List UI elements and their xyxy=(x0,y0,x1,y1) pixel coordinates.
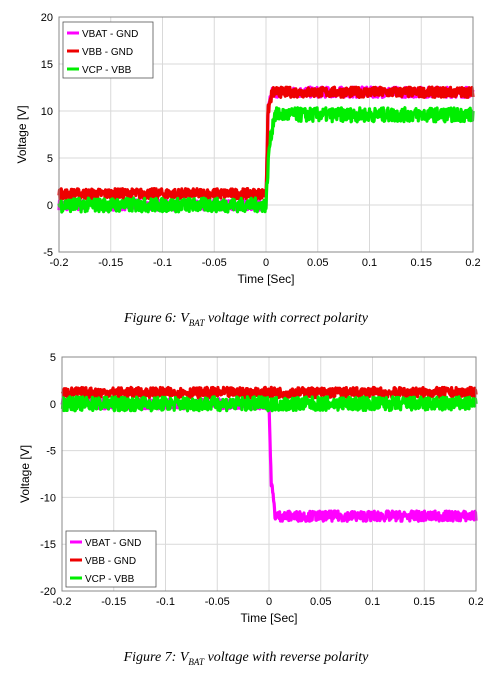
figure-6-caption: Figure 6: VBAT voltage with correct pola… xyxy=(0,311,492,328)
y-tick-label: -5 xyxy=(43,247,53,259)
plot-frame xyxy=(58,16,474,253)
series-line xyxy=(57,106,475,214)
x-tick-label: -0.2 xyxy=(50,257,69,269)
x-tick-label: 0.1 xyxy=(362,257,377,269)
x-tick-label: -0.05 xyxy=(202,257,227,269)
y-tick-label: 0 xyxy=(47,200,53,212)
x-tick-label: -0.05 xyxy=(205,596,230,608)
x-tick-label: 0.05 xyxy=(310,596,331,608)
figure-7-caption-v: V xyxy=(179,650,189,665)
figure-7-caption-prefix: Figure 7: xyxy=(123,650,180,665)
figure-6-caption-sub: BAT xyxy=(188,317,205,328)
plot-frame xyxy=(61,356,477,592)
x-tick-label: 0.1 xyxy=(365,596,380,608)
x-tick-label: 0.2 xyxy=(468,596,483,608)
x-axis-label: Time [Sec] xyxy=(238,272,295,286)
y-tick-label: 15 xyxy=(41,59,53,71)
series-line xyxy=(60,385,478,400)
legend-label: VCP - VBB xyxy=(82,65,132,76)
x-tick-label: 0.2 xyxy=(465,257,480,269)
series-line xyxy=(60,395,478,413)
y-tick-label: -20 xyxy=(40,586,56,598)
x-tick-label: 0.05 xyxy=(307,257,328,269)
legend: VBAT - GND VBB - GND VCP - VBB xyxy=(65,530,157,588)
series-vcp-vbb xyxy=(60,395,478,413)
chart-1: -0.2 -0.15 -0.1 -0.05 0 0.05 0.1 0.15 0.2 20 15 10 5… xyxy=(15,12,481,286)
figure-7-caption-sub: BAT xyxy=(188,656,205,667)
y-tick-label: -5 xyxy=(46,446,56,458)
y-tick-label: 5 xyxy=(50,352,56,364)
y-axis-label: Voltage [V] xyxy=(15,105,29,163)
x-tick-label: -0.15 xyxy=(98,257,123,269)
figure-7-caption-rest: voltage with reverse polarity xyxy=(204,650,369,665)
x-axis-label: Time [Sec] xyxy=(241,611,298,625)
legend-label: VCP - VBB xyxy=(85,574,135,585)
y-tick-label: 10 xyxy=(41,106,53,118)
figure-6-caption-v: V xyxy=(180,311,189,326)
x-tick-label: -0.1 xyxy=(153,257,172,269)
x-tick-label: 0.15 xyxy=(411,257,432,269)
series-vcp-vbb xyxy=(57,106,475,214)
figure-6-caption-rest: voltage with correct polarity xyxy=(204,311,369,326)
x-tick-label: 0 xyxy=(263,257,269,269)
y-tick-label: 5 xyxy=(47,153,53,165)
figure-7-caption: Figure 7: VBAT voltage with reverse pola… xyxy=(0,650,492,667)
x-tick-label: -0.2 xyxy=(53,596,72,608)
y-tick-label: 20 xyxy=(41,12,53,24)
x-tick-label: 0.15 xyxy=(414,596,435,608)
y-tick-label: -10 xyxy=(40,492,56,504)
series-vbb-gnd xyxy=(60,385,478,400)
x-tick-label: -0.15 xyxy=(101,596,126,608)
y-tick-label: -15 xyxy=(40,539,56,551)
legend-label: VBB - GND xyxy=(82,47,133,58)
figure-6-caption-prefix: Figure 6: xyxy=(123,311,181,326)
y-axis-label: Voltage [V] xyxy=(18,445,32,503)
x-tick-label: -0.1 xyxy=(156,596,175,608)
legend-label: VBB - GND xyxy=(85,556,136,567)
legend-label: VBAT - GND xyxy=(82,29,138,40)
legend-label: VBAT - GND xyxy=(85,538,141,549)
y-tick-label: 0 xyxy=(50,399,56,411)
x-tick-label: 0 xyxy=(266,596,272,608)
legend: VBAT - GND VBB - GND VCP - VBB xyxy=(62,21,154,79)
